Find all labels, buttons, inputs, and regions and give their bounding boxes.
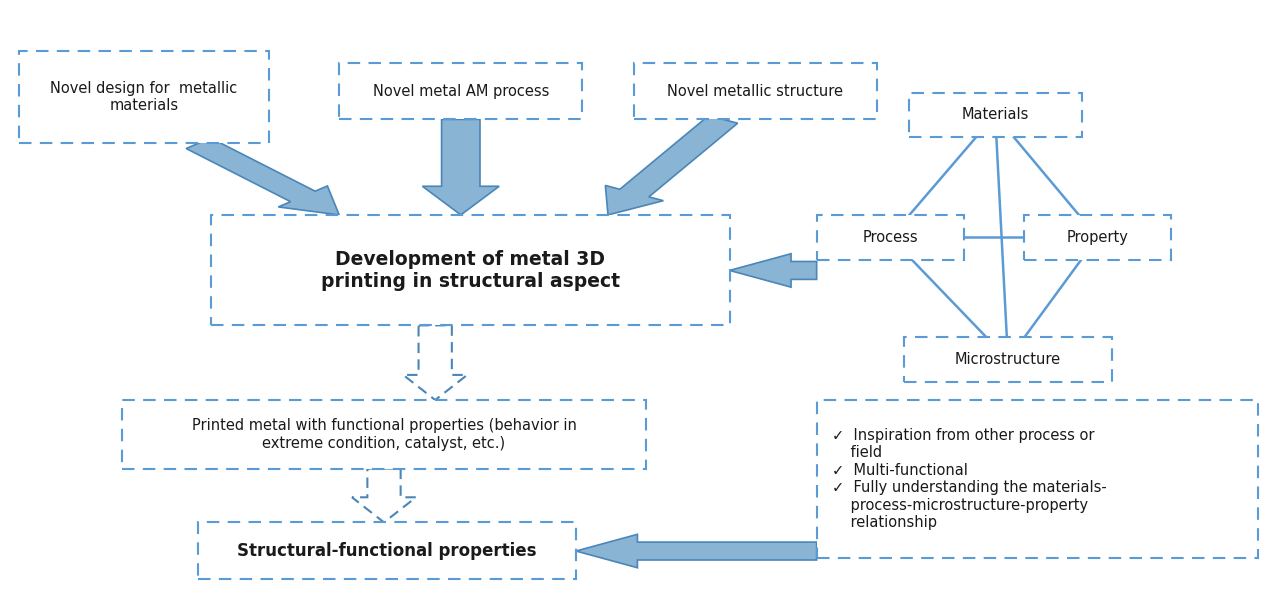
FancyBboxPatch shape	[19, 51, 269, 143]
FancyBboxPatch shape	[339, 63, 582, 119]
Text: Printed metal with functional properties (behavior in
extreme condition, catalys: Printed metal with functional properties…	[192, 418, 576, 451]
Text: Microstructure: Microstructure	[955, 352, 1061, 367]
Polygon shape	[576, 534, 817, 568]
Text: Materials: Materials	[961, 107, 1029, 122]
Polygon shape	[403, 325, 467, 400]
FancyBboxPatch shape	[817, 215, 964, 260]
FancyBboxPatch shape	[634, 63, 877, 119]
Text: Process: Process	[863, 230, 918, 245]
Text: Novel metallic structure: Novel metallic structure	[667, 84, 844, 99]
Polygon shape	[422, 119, 499, 215]
FancyBboxPatch shape	[198, 522, 576, 579]
FancyBboxPatch shape	[211, 215, 730, 325]
Text: Property: Property	[1066, 230, 1129, 245]
FancyBboxPatch shape	[909, 93, 1082, 137]
Polygon shape	[186, 138, 339, 215]
Polygon shape	[605, 116, 737, 215]
Polygon shape	[352, 469, 416, 522]
Polygon shape	[730, 254, 817, 287]
FancyBboxPatch shape	[1024, 215, 1171, 260]
Text: Novel metal AM process: Novel metal AM process	[372, 84, 549, 99]
Text: ✓  Inspiration from other process or
    field
✓  Multi-functional
✓  Fully unde: ✓ Inspiration from other process or fiel…	[832, 428, 1107, 530]
Text: Novel design for  metallic
materials: Novel design for metallic materials	[50, 81, 238, 113]
Text: Structural-functional properties: Structural-functional properties	[238, 541, 536, 560]
FancyBboxPatch shape	[122, 400, 646, 469]
FancyBboxPatch shape	[904, 337, 1112, 382]
FancyBboxPatch shape	[817, 400, 1258, 558]
Text: Development of metal 3D
printing in structural aspect: Development of metal 3D printing in stru…	[321, 250, 620, 291]
